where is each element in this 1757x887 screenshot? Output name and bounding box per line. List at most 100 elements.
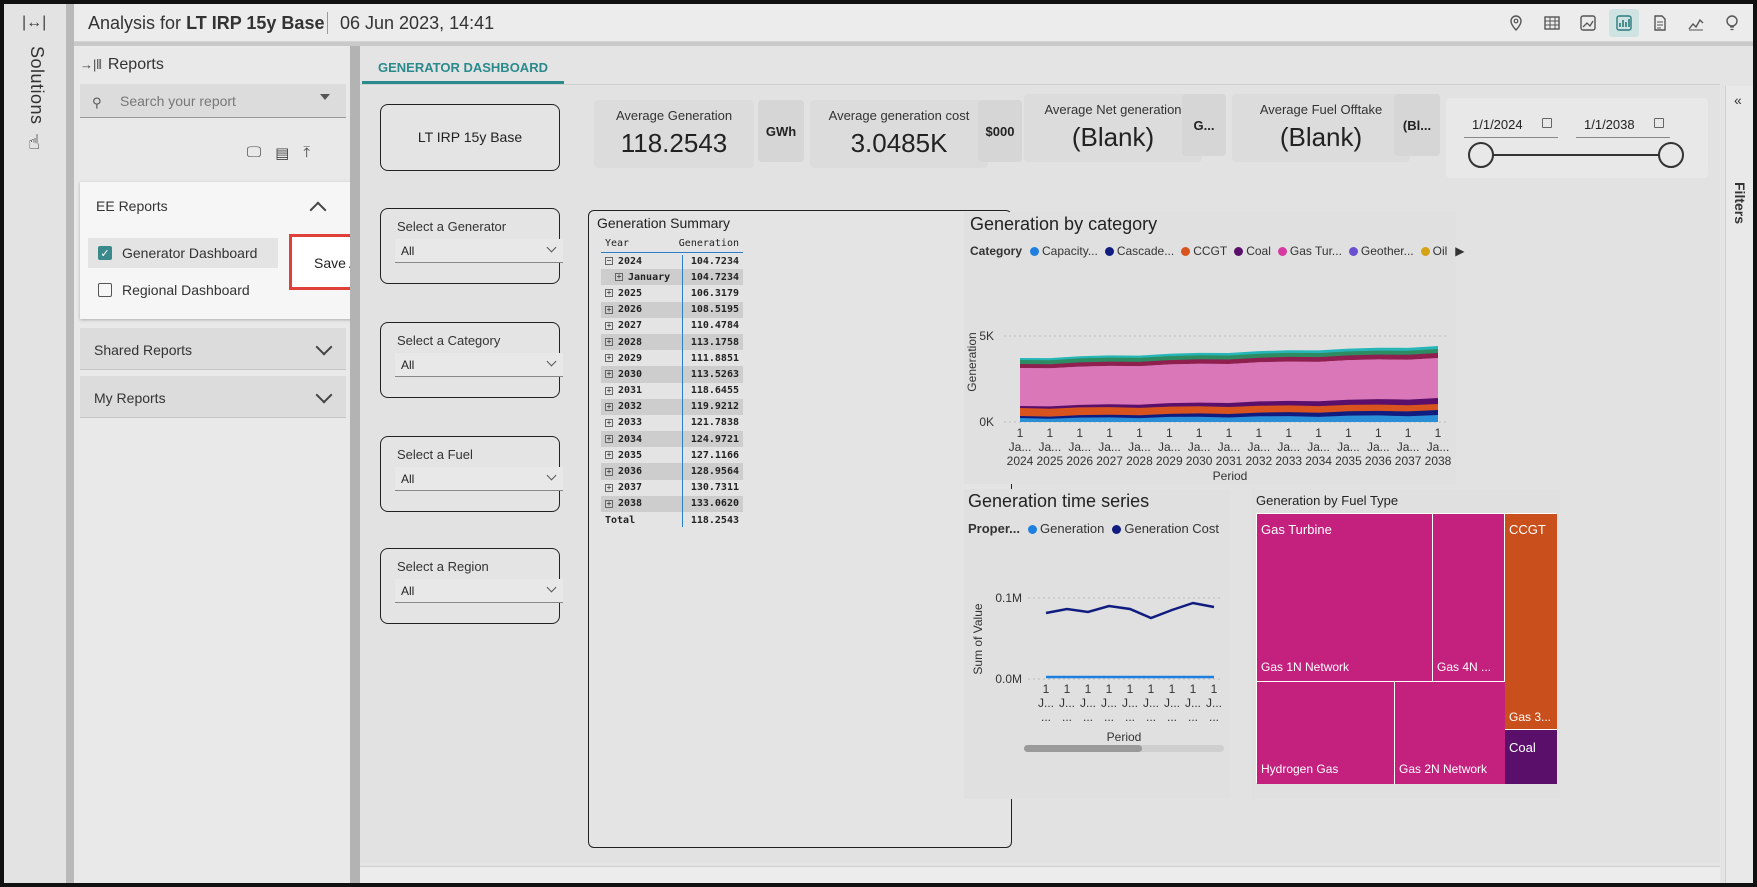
chevron-down-icon[interactable]	[546, 582, 557, 593]
legend-item[interactable]: Capacity...	[1030, 244, 1098, 258]
col-header-year[interactable]: Year	[605, 238, 630, 249]
report-item-regional-dashboard[interactable]: Regional Dashboard	[88, 275, 278, 305]
table-row[interactable]: −2024 104.7234	[601, 253, 743, 269]
lightbulb-icon[interactable]	[1717, 9, 1747, 37]
legend-item[interactable]: Oil	[1420, 244, 1447, 258]
legend-item[interactable]: Coal	[1234, 244, 1271, 258]
range-start-handle[interactable]	[1468, 142, 1494, 168]
solutions-rail[interactable]: |↔| Solutions ☝	[4, 4, 68, 883]
calendar-icon[interactable]	[1542, 118, 1552, 128]
table-row[interactable]: +2038 133.0620	[601, 495, 743, 512]
table-row[interactable]: +2029 111.8851	[601, 350, 743, 366]
table-icon[interactable]	[1537, 9, 1567, 37]
map-pin-icon[interactable]	[1501, 9, 1531, 37]
present-icon[interactable]: 🖵	[246, 144, 262, 161]
chart-image-icon[interactable]	[1573, 9, 1603, 37]
expand-icon[interactable]: +	[605, 353, 613, 363]
expand-icon[interactable]: +	[605, 369, 613, 379]
solutions-label[interactable]: Solutions	[27, 46, 47, 125]
table-row[interactable]: +2026 108.5195	[601, 301, 743, 318]
table-row[interactable]: +2030 113.5263	[601, 366, 743, 383]
table-row[interactable]: + January 104.7234	[601, 269, 743, 286]
collapse-icon[interactable]: −	[605, 256, 613, 266]
expand-icon[interactable]: +	[605, 466, 613, 476]
tile-gas-turbine[interactable]: Gas Turbine Gas 1N Network	[1257, 514, 1433, 682]
tile-ccgt[interactable]: CCGT Gas 3...	[1505, 514, 1557, 730]
tile-coal[interactable]: Coal	[1505, 730, 1557, 784]
chevron-up-icon[interactable]	[309, 201, 327, 219]
tile-hydrogen-gas[interactable]: Hydrogen Gas	[1257, 682, 1395, 784]
generator-dropdown[interactable]: All	[395, 239, 563, 263]
expand-rail-icon[interactable]: |↔|	[22, 14, 47, 31]
chevron-down-icon[interactable]	[315, 386, 333, 404]
expand-icon[interactable]: +	[605, 288, 613, 298]
accordion-shared-reports[interactable]: Shared Reports	[80, 328, 346, 370]
collapse-panel-icon[interactable]: →|⫴	[80, 57, 102, 72]
chevron-down-icon[interactable]	[546, 356, 557, 367]
end-date-input[interactable]: 1/1/2038	[1576, 112, 1670, 138]
legend-item[interactable]: Cascade...	[1104, 244, 1174, 258]
tab-generator-dashboard[interactable]: GENERATOR DASHBOARD	[362, 52, 564, 84]
table-row[interactable]: +2035 127.1166	[601, 447, 743, 463]
horizontal-scrollbar[interactable]	[360, 866, 1720, 883]
category-dropdown[interactable]: All	[395, 353, 563, 377]
tile-gas-4n[interactable]: Gas 4N ...	[1433, 514, 1505, 682]
ee-reports-label[interactable]: EE Reports	[96, 198, 168, 214]
accordion-my-reports[interactable]: My Reports	[80, 376, 346, 418]
search-dropdown-icon[interactable]	[320, 94, 330, 100]
fuel-dropdown[interactable]: All	[395, 467, 563, 491]
range-end-handle[interactable]	[1658, 142, 1684, 168]
report-item-generator-dashboard[interactable]: ✓ Generator Dashboard	[88, 238, 278, 268]
dashboard-icon[interactable]	[1609, 9, 1639, 37]
range-track[interactable]	[1482, 154, 1668, 156]
expand-icon[interactable]: +	[605, 434, 613, 444]
table-row[interactable]: +2036 128.9564	[601, 463, 743, 480]
legend-item[interactable]: Generation	[1028, 521, 1104, 536]
expand-icon[interactable]: +	[605, 304, 613, 314]
expand-icon[interactable]: +	[605, 498, 613, 508]
report-search[interactable]: ⚲ Search your report	[80, 84, 346, 118]
table-row[interactable]: +2031 118.6455	[601, 383, 743, 399]
legend-item[interactable]: Geother...	[1348, 244, 1414, 258]
region-dropdown[interactable]: All	[395, 579, 563, 603]
expand-icon[interactable]: +	[605, 385, 613, 395]
expand-icon[interactable]: +	[605, 320, 613, 330]
calendar-icon[interactable]	[1654, 118, 1664, 128]
chevron-down-icon[interactable]	[546, 470, 557, 481]
checkbox-checked[interactable]: ✓	[98, 246, 112, 260]
table-row[interactable]: +2032 119.9212	[601, 398, 743, 415]
expand-icon[interactable]: +	[605, 482, 613, 492]
table-row[interactable]: +2034 124.9721	[601, 431, 743, 448]
filters-pane[interactable]: « Filters	[1725, 86, 1753, 883]
search-input[interactable]: Search your report	[120, 93, 236, 109]
expand-filters-icon[interactable]: «	[1734, 92, 1742, 108]
chart-scrollbar[interactable]	[1024, 745, 1224, 752]
expand-icon[interactable]: +	[605, 337, 613, 347]
report-list-icon[interactable]: ▤	[275, 145, 290, 162]
row-value: 113.1758	[690, 336, 739, 348]
checkbox[interactable]	[98, 283, 112, 297]
panel-splitter[interactable]	[350, 46, 360, 883]
table-row[interactable]: +2037 130.7311	[601, 480, 743, 496]
table-row[interactable]: +2033 121.7838	[601, 415, 743, 431]
chevron-down-icon[interactable]	[315, 338, 333, 356]
expand-icon[interactable]: +	[605, 401, 613, 411]
table-row[interactable]: +2028 113.1758	[601, 333, 743, 351]
line-chart-icon[interactable]	[1681, 9, 1711, 37]
document-icon[interactable]	[1645, 9, 1675, 37]
legend-item[interactable]: Generation Cost	[1112, 521, 1219, 536]
expand-icon[interactable]: +	[605, 417, 613, 427]
chevron-down-icon[interactable]	[546, 242, 557, 253]
tile-gas-2n[interactable]: Gas 2N Network	[1395, 682, 1505, 784]
table-row[interactable]: +2025 106.3179	[601, 285, 743, 301]
expand-icon[interactable]: +	[605, 450, 613, 460]
legend-item[interactable]: Gas Tur...	[1277, 244, 1342, 258]
scrollbar-thumb[interactable]	[1024, 745, 1142, 752]
upload-icon[interactable]: ⤒	[303, 144, 310, 161]
legend-item[interactable]: CCGT	[1181, 244, 1227, 258]
legend-next-icon[interactable]: ▶	[1455, 244, 1465, 258]
col-header-generation[interactable]: Generation	[678, 238, 739, 249]
start-date-input[interactable]: 1/1/2024	[1464, 112, 1558, 138]
table-row[interactable]: +2027 110.4784	[601, 318, 743, 334]
expand-icon[interactable]: +	[615, 272, 623, 282]
